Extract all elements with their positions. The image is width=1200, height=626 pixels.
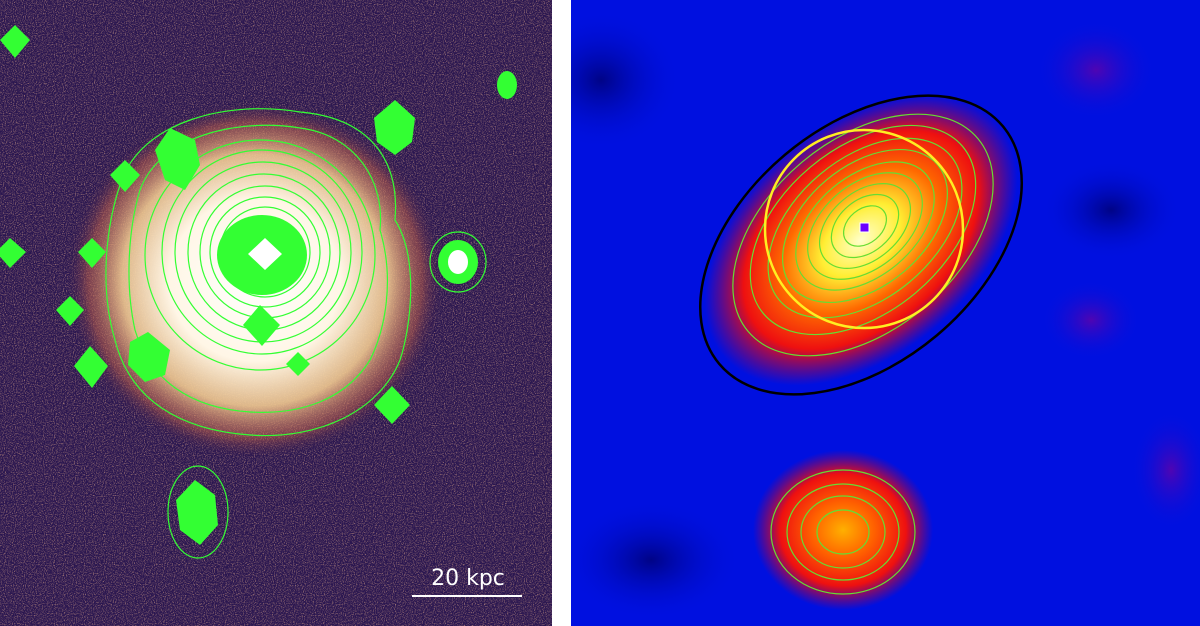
secondary-contour-4 [816,509,870,555]
main-contour-7 [818,183,912,269]
source-6 [78,238,106,268]
galaxy-nucleus [248,238,282,270]
secondary-contour-1 [770,469,916,595]
outer-aperture-ellipse [699,94,1023,396]
scale-bar: 20 kpc [412,566,522,597]
source-1 [0,25,30,58]
secondary-contour-3 [800,495,886,569]
contour-3 [144,139,376,371]
main-contour-3 [767,137,963,319]
main-contour-4 [782,148,948,304]
source-8 [56,296,84,326]
smoothed-map-panel [571,0,1200,626]
source-9 [128,332,170,382]
main-contour-6 [807,172,923,280]
inner-aperture-circle [763,128,965,330]
main-contour-9 [843,205,887,247]
source-11 [243,305,280,346]
source-4 [110,160,140,192]
contour-8 [209,196,321,308]
faint-region-3 [1131,410,1200,530]
dark-region-3 [571,500,741,620]
source-14 [497,71,517,99]
optical-image-panel: 20 kpc [0,0,552,626]
main-contour-2 [749,124,977,336]
source-3 [155,128,200,190]
main-contour-8 [830,193,900,259]
dark-region-2 [1041,160,1181,260]
source-10 [74,346,108,388]
secondary-contour-2 [786,483,900,581]
source-15 [176,480,218,545]
contour-2 [128,124,389,413]
scale-bar-label: 20 kpc [431,566,505,591]
source-7-outline [429,231,487,293]
dark-region-1 [571,10,681,150]
main-contour-5 [795,161,935,291]
source-5 [0,238,26,268]
source-2 [374,100,415,155]
source-position-marker [859,222,870,233]
outer-contour [105,108,412,437]
source-12 [374,386,410,424]
companion-sources [0,25,517,545]
contour-4 [161,149,363,355]
source-15-outline [167,465,229,559]
faint-region-1 [1036,20,1156,120]
source-13 [286,352,310,376]
source-7-center [448,250,468,274]
faint-region-2 [1041,280,1141,360]
secondary-emission [753,450,933,610]
